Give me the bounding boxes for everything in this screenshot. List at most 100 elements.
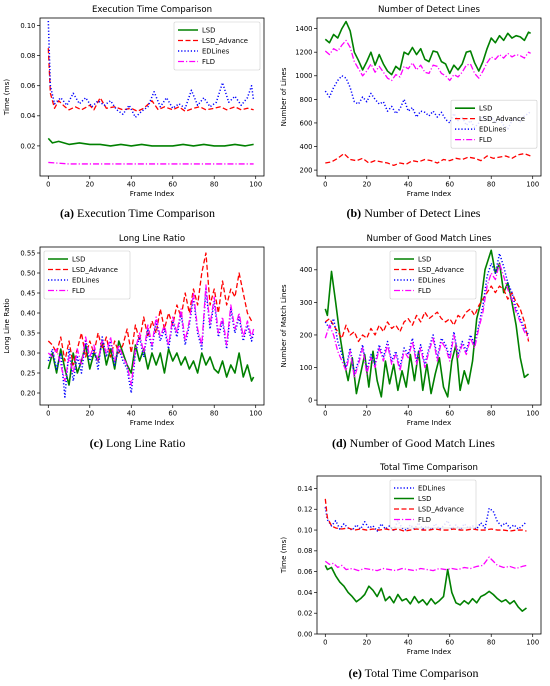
caption-letter: (c) bbox=[89, 436, 103, 450]
x-tick-label: 40 bbox=[127, 410, 136, 418]
x-tick-label: 40 bbox=[404, 181, 413, 189]
caption-execution-time: (a) Execution Time Comparison bbox=[0, 206, 275, 221]
x-tick-label: 60 bbox=[445, 410, 454, 418]
y-tick-label: 0 bbox=[308, 397, 312, 405]
y-axis-label: Long Line Ratio bbox=[2, 298, 11, 353]
y-tick-label: 0.08 bbox=[297, 547, 312, 555]
y-tick-label: 0.35 bbox=[20, 329, 35, 337]
x-tick-label: 40 bbox=[127, 181, 136, 189]
x-tick-label: 0 bbox=[46, 410, 50, 418]
x-tick-label: 100 bbox=[526, 639, 539, 647]
chart-good-match-lines: Number of Good Match Lines 0 20 40 60 80 100 0 1… bbox=[279, 234, 542, 427]
caption-long-line-ratio: (c) Long Line Ratio bbox=[0, 436, 275, 451]
legend-label: EDLines bbox=[479, 126, 507, 134]
y-tick-label: 0.04 bbox=[20, 112, 35, 120]
x-tick-label: 60 bbox=[445, 181, 454, 189]
x-axis-label: Frame Index bbox=[130, 418, 175, 427]
caption-good-match-lines: (d) Number of Good Match Lines bbox=[277, 436, 550, 451]
plot-frame bbox=[316, 246, 542, 406]
plot-frame bbox=[316, 475, 542, 635]
plot-frame bbox=[39, 17, 265, 177]
legend: LSD LSD_Advance EDLines FLD bbox=[173, 21, 261, 71]
x-tick-label: 20 bbox=[85, 410, 94, 418]
legend-box bbox=[173, 21, 261, 71]
legend-box bbox=[389, 479, 477, 529]
x-tick-label: 0 bbox=[323, 639, 327, 647]
series-line-edlines bbox=[47, 288, 255, 398]
series-group bbox=[47, 252, 255, 398]
legend-label: FLD bbox=[202, 58, 215, 66]
legend-label: FLD bbox=[418, 287, 431, 295]
x-tick-label: 60 bbox=[168, 181, 177, 189]
y-tick-label: 1400 bbox=[295, 25, 312, 33]
caption-text: Total Time Comparison bbox=[361, 666, 479, 680]
legend-box bbox=[389, 250, 477, 300]
x-tick-label: 80 bbox=[210, 410, 219, 418]
series-line-lsd-advance bbox=[47, 48, 254, 112]
series-group bbox=[324, 249, 530, 398]
legend-label: LSD bbox=[72, 255, 85, 263]
y-tick-label: 0.10 bbox=[297, 526, 312, 534]
y-tick-label: 0.00 bbox=[297, 630, 312, 638]
legend-label: EDLines bbox=[202, 47, 230, 55]
legend-label: LSD bbox=[418, 255, 431, 263]
caption-text: Number of Good Match Lines bbox=[346, 436, 495, 450]
legend: LSD LSD_Advance EDLines FLD bbox=[450, 99, 538, 149]
y-axis-label: Time (ms) bbox=[279, 537, 288, 574]
series-line-fld bbox=[324, 39, 531, 82]
y-tick-label: 600 bbox=[300, 119, 313, 127]
chart-title: Number of Good Match Lines bbox=[367, 234, 492, 244]
legend-box bbox=[450, 99, 538, 149]
caption-text: Long Line Ratio bbox=[103, 436, 186, 450]
series-line-lsd bbox=[47, 137, 254, 147]
x-tick-label: 0 bbox=[323, 410, 327, 418]
y-tick-label: 0.02 bbox=[297, 610, 312, 618]
legend-label: LSD bbox=[479, 105, 492, 113]
legend-label: EDLines bbox=[418, 484, 446, 492]
y-tick-label: 0.30 bbox=[20, 349, 35, 357]
series-line-fld bbox=[48, 161, 254, 165]
plot-frame bbox=[39, 246, 265, 406]
y-tick-label: 100 bbox=[300, 364, 313, 372]
x-tick-label: 0 bbox=[46, 181, 50, 189]
legend-label: LSD_Advance bbox=[202, 37, 248, 45]
y-tick-label: 0.02 bbox=[20, 142, 35, 150]
y-tick-label: 0.25 bbox=[20, 369, 35, 377]
x-axis-label: Frame Index bbox=[407, 418, 452, 427]
chart-long-line-ratio: Long Line Ratio 0 20 40 60 80 100 0.20 0.25 0.30 0… bbox=[2, 234, 265, 427]
y-tick-label: 0.12 bbox=[297, 506, 312, 514]
legend-label: FLD bbox=[479, 136, 492, 144]
legend-label: FLD bbox=[72, 287, 85, 295]
x-tick-label: 20 bbox=[85, 181, 94, 189]
series-group bbox=[324, 498, 528, 612]
y-tick-label: 200 bbox=[300, 331, 313, 339]
caption-text: Number of Detect Lines bbox=[361, 206, 481, 220]
y-axis-label: Number of Match Lines bbox=[279, 284, 288, 368]
series-line-lsd bbox=[324, 249, 530, 398]
chart-detect-lines: Number of Detect Lines 0 20 40 60 80 100 200 400… bbox=[279, 5, 542, 198]
legend: LSD LSD_Advance EDLines FLD bbox=[43, 250, 131, 300]
x-axis-label: Frame Index bbox=[407, 189, 452, 198]
caption-letter: (a) bbox=[60, 206, 74, 220]
legend-label: EDLines bbox=[72, 276, 100, 284]
y-axis-label: Number of Lines bbox=[279, 67, 288, 126]
series-group bbox=[47, 20, 255, 165]
x-tick-label: 60 bbox=[168, 410, 177, 418]
chart-execution-time: Execution Time Comparison 0 20 40 60 80 100 0.0… bbox=[2, 5, 265, 198]
y-tick-label: 0.45 bbox=[20, 289, 35, 297]
x-tick-label: 100 bbox=[249, 410, 262, 418]
y-tick-label: 0.04 bbox=[297, 589, 312, 597]
chart-panel-total-time: Total Time Comparison 0 20 40 60 80 100 0.00 0.0… bbox=[277, 458, 547, 662]
series-line-lsd bbox=[324, 20, 532, 76]
series-line-lsd-advance bbox=[324, 498, 527, 532]
chart-title: Total Time Comparison bbox=[379, 463, 478, 473]
legend-label: EDLines bbox=[418, 276, 446, 284]
legend-label: LSD_Advance bbox=[418, 266, 464, 274]
y-tick-label: 0.06 bbox=[297, 568, 312, 576]
chart-title: Long Line Ratio bbox=[119, 234, 185, 244]
caption-detect-lines: (b) Number of Detect Lines bbox=[277, 206, 550, 221]
legend-label: LSD_Advance bbox=[72, 266, 118, 274]
x-tick-label: 80 bbox=[487, 639, 496, 647]
x-tick-label: 80 bbox=[487, 410, 496, 418]
series-line-edlines bbox=[324, 507, 528, 532]
